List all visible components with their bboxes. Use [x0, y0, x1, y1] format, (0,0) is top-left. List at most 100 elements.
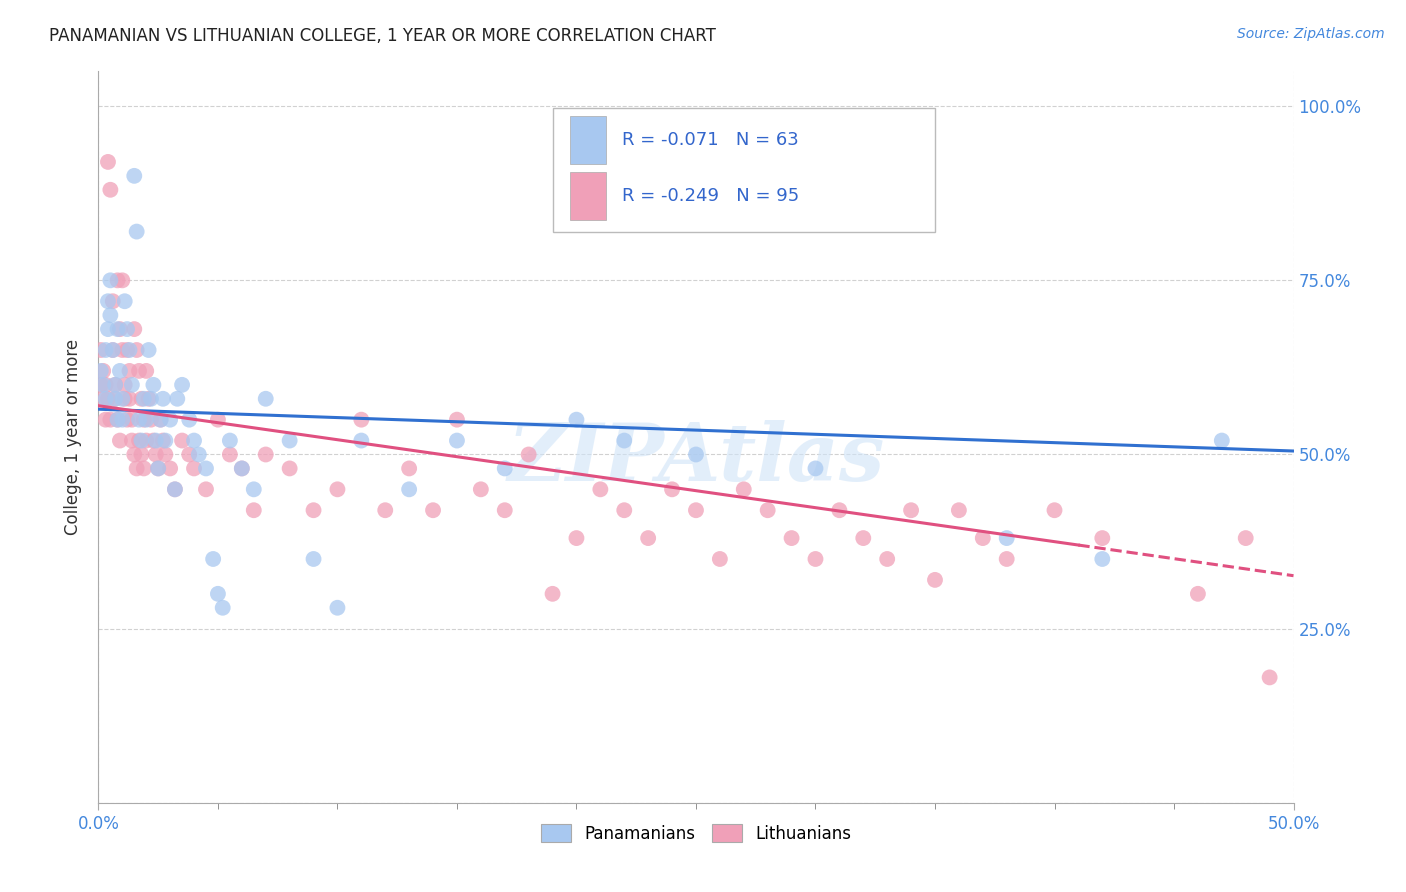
- Point: [114, 294, 136, 309]
- Point: [1091, 552, 1114, 566]
- Point: [115, 343, 138, 357]
- Point: [94, 377, 117, 392]
- Point: [326, 600, 349, 615]
- Point: [326, 483, 349, 497]
- Point: [278, 461, 301, 475]
- Point: [97, 155, 120, 169]
- Point: [948, 503, 970, 517]
- Point: [91, 392, 114, 406]
- Point: [90, 377, 112, 392]
- Point: [107, 412, 129, 426]
- Point: [302, 503, 325, 517]
- Point: [101, 294, 124, 309]
- Point: [828, 503, 851, 517]
- Point: [104, 392, 127, 406]
- Point: [98, 308, 122, 322]
- Point: [145, 434, 167, 448]
- Point: [94, 392, 117, 406]
- Point: [179, 448, 201, 462]
- Point: [111, 343, 134, 357]
- Point: [98, 412, 122, 426]
- Point: [111, 273, 134, 287]
- Point: [1043, 503, 1066, 517]
- Point: [152, 392, 174, 406]
- Point: [132, 412, 155, 426]
- Legend: Panamanians, Lithuanians: Panamanians, Lithuanians: [534, 818, 858, 849]
- Point: [139, 392, 162, 406]
- Point: [118, 392, 141, 406]
- Point: [104, 377, 127, 392]
- Point: [139, 412, 162, 426]
- Point: [155, 448, 177, 462]
- Point: [565, 412, 588, 426]
- Point: [243, 503, 266, 517]
- Point: [183, 461, 205, 475]
- Point: [148, 461, 170, 475]
- Point: [94, 343, 117, 357]
- Point: [145, 448, 167, 462]
- Point: [446, 434, 468, 448]
- Point: [219, 434, 242, 448]
- Point: [124, 448, 146, 462]
- Point: [107, 273, 129, 287]
- Point: [148, 461, 170, 475]
- Point: [876, 552, 898, 566]
- Point: [104, 377, 127, 392]
- Text: R = -0.249   N = 95: R = -0.249 N = 95: [621, 187, 799, 205]
- Point: [163, 483, 186, 497]
- Point: [108, 434, 131, 448]
- Point: [108, 322, 131, 336]
- Point: [302, 552, 325, 566]
- Point: [637, 531, 659, 545]
- Y-axis label: College, 1 year or more: College, 1 year or more: [65, 339, 83, 535]
- Point: [125, 225, 148, 239]
- Point: [195, 483, 218, 497]
- Point: [900, 503, 922, 517]
- Point: [172, 377, 194, 392]
- Point: [108, 364, 131, 378]
- Point: [128, 412, 150, 426]
- Point: [115, 412, 138, 426]
- Point: [780, 531, 803, 545]
- Point: [207, 587, 229, 601]
- Point: [125, 343, 148, 357]
- Point: [159, 412, 181, 426]
- Point: [115, 322, 138, 336]
- Point: [243, 483, 266, 497]
- Point: [733, 483, 755, 497]
- Point: [494, 461, 516, 475]
- Point: [804, 552, 827, 566]
- Point: [121, 412, 143, 426]
- Point: [211, 600, 233, 615]
- Point: [565, 531, 588, 545]
- Point: [254, 392, 277, 406]
- Point: [924, 573, 946, 587]
- Point: [135, 412, 157, 426]
- Point: [661, 483, 683, 497]
- Point: [121, 434, 143, 448]
- Point: [107, 412, 129, 426]
- Point: [278, 434, 301, 448]
- Point: [114, 392, 136, 406]
- Point: [149, 412, 172, 426]
- Point: [142, 434, 165, 448]
- Point: [135, 364, 157, 378]
- Point: [118, 364, 141, 378]
- Point: [374, 503, 396, 517]
- Point: [804, 461, 827, 475]
- Point: [97, 322, 120, 336]
- Point: [98, 183, 122, 197]
- Point: [422, 503, 444, 517]
- Point: [149, 412, 172, 426]
- Point: [1091, 531, 1114, 545]
- Point: [97, 392, 120, 406]
- Point: [183, 434, 205, 448]
- Point: [166, 392, 188, 406]
- Point: [613, 434, 636, 448]
- Point: [172, 434, 194, 448]
- Point: [1234, 531, 1257, 545]
- Point: [90, 364, 112, 378]
- Point: [91, 377, 114, 392]
- Point: [995, 552, 1018, 566]
- Point: [131, 434, 153, 448]
